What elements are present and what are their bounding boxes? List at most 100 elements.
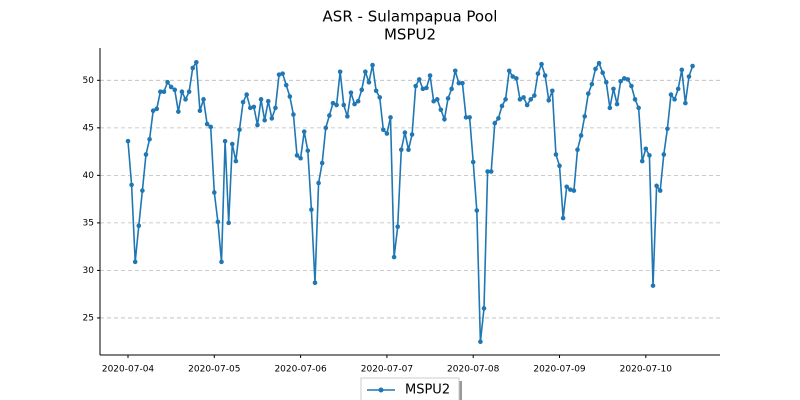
data-point xyxy=(298,155,303,161)
data-point xyxy=(578,133,584,138)
data-point xyxy=(237,127,242,133)
data-point xyxy=(564,184,570,190)
data-point xyxy=(575,147,580,152)
data-point xyxy=(377,95,383,100)
data-point xyxy=(258,97,264,102)
data-point xyxy=(330,100,336,106)
data-point xyxy=(467,115,472,120)
data-point xyxy=(503,97,508,102)
data-point xyxy=(287,94,293,99)
x-tick-label: 2020-07-10 xyxy=(620,365,673,375)
data-point xyxy=(244,92,249,97)
data-point xyxy=(212,190,217,195)
x-tick-label: 2020-07-04 xyxy=(102,365,155,375)
data-point xyxy=(596,60,602,66)
data-point xyxy=(449,86,454,92)
data-point xyxy=(204,121,210,127)
data-point xyxy=(535,71,541,76)
data-point xyxy=(568,187,573,192)
data-point xyxy=(363,69,368,75)
data-point xyxy=(280,71,285,76)
data-point xyxy=(611,86,616,92)
data-point xyxy=(384,131,390,136)
data-point xyxy=(514,76,519,81)
y-tick-label: 25 xyxy=(83,313,94,323)
data-point xyxy=(539,61,544,67)
data-point xyxy=(140,188,145,193)
data-point xyxy=(352,101,357,107)
data-point xyxy=(316,180,321,186)
data-point xyxy=(190,65,196,71)
data-point xyxy=(607,105,613,111)
data-point xyxy=(625,77,631,82)
data-point xyxy=(672,97,677,102)
data-point xyxy=(524,102,530,108)
data-point xyxy=(632,97,638,102)
y-tick-label: 45 xyxy=(83,123,94,133)
data-point xyxy=(589,81,595,87)
data-point xyxy=(291,112,296,117)
data-point xyxy=(186,89,192,95)
data-point xyxy=(345,114,350,119)
data-point xyxy=(334,102,339,108)
data-point xyxy=(618,78,623,84)
data-point xyxy=(301,129,307,134)
data-point xyxy=(226,220,231,226)
data-point xyxy=(546,97,552,103)
data-point xyxy=(391,254,397,260)
data-point xyxy=(550,88,555,94)
data-point xyxy=(690,63,695,69)
data-point xyxy=(197,108,203,114)
data-point xyxy=(251,104,257,110)
data-point xyxy=(255,122,260,128)
data-point xyxy=(434,97,440,102)
data-point xyxy=(229,141,235,147)
data-point xyxy=(240,99,246,105)
x-tick-label: 2020-07-09 xyxy=(533,365,586,375)
data-point xyxy=(463,115,469,120)
data-point xyxy=(647,153,652,158)
data-point xyxy=(492,120,498,126)
data-point xyxy=(420,86,426,92)
data-point xyxy=(312,280,318,286)
data-point xyxy=(136,223,142,229)
data-point xyxy=(294,153,300,158)
data-point xyxy=(176,109,181,114)
data-point xyxy=(233,158,239,164)
data-point xyxy=(665,126,670,132)
data-point xyxy=(438,107,444,113)
data-point xyxy=(521,95,526,100)
data-point xyxy=(201,97,206,102)
data-point xyxy=(208,124,214,130)
chart-subtitle: MSPU2 xyxy=(384,26,436,44)
data-point xyxy=(452,68,458,74)
data-point xyxy=(445,96,451,101)
y-tick-label: 50 xyxy=(83,76,95,86)
data-point xyxy=(557,163,562,169)
data-point xyxy=(247,105,253,111)
data-point xyxy=(686,74,692,79)
data-point xyxy=(413,83,418,89)
y-tick-label: 40 xyxy=(83,171,95,181)
data-point xyxy=(416,77,422,82)
data-point xyxy=(488,169,494,174)
x-tick-label: 2020-07-06 xyxy=(274,365,327,375)
data-point xyxy=(337,69,343,75)
data-point xyxy=(560,215,566,221)
data-point xyxy=(657,188,663,193)
data-point xyxy=(309,207,314,212)
data-point xyxy=(168,84,174,90)
data-point xyxy=(165,79,170,85)
data-point xyxy=(269,116,275,121)
data-point xyxy=(639,158,645,164)
data-point xyxy=(398,147,404,152)
data-point xyxy=(683,100,688,106)
data-point xyxy=(194,59,199,65)
data-point xyxy=(348,90,354,95)
data-point xyxy=(222,138,228,144)
data-point xyxy=(355,98,361,104)
data-point xyxy=(629,83,634,89)
data-point xyxy=(496,116,501,121)
data-point xyxy=(679,67,685,73)
